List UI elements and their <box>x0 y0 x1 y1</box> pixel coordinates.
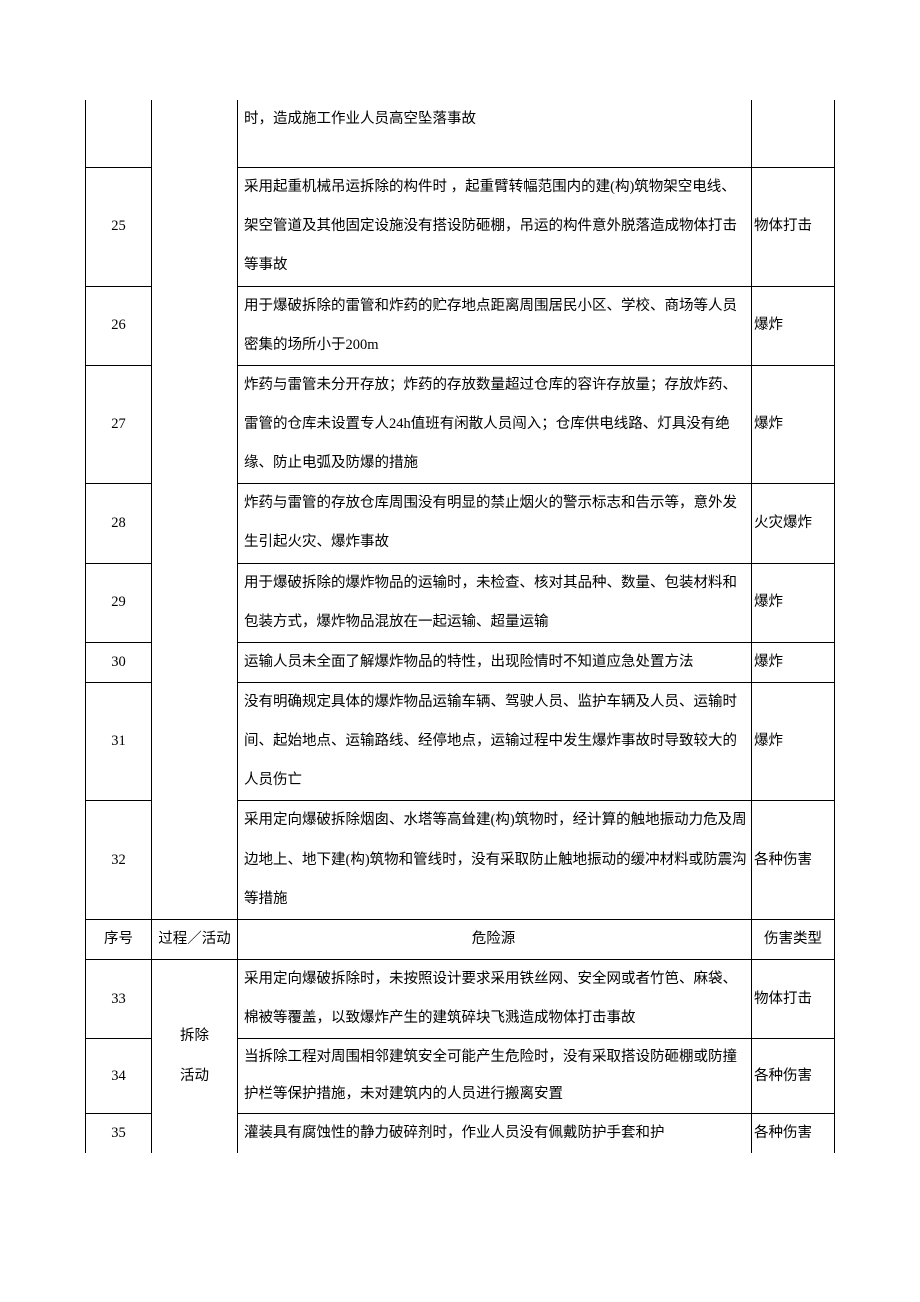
header-hazard: 危险源 <box>238 919 752 959</box>
cell-hazard: 时，造成施工作业人员高空坠落事故 <box>238 100 752 168</box>
cell-num: 25 <box>86 168 152 286</box>
cell-hazard: 用于爆破拆除的雷管和炸药的贮存地点距离周围居民小区、学校、商场等人员密集的场所小… <box>238 286 752 365</box>
cell-activity-merged <box>152 100 238 919</box>
cell-hazard: 灌装具有腐蚀性的静力破碎剂时，作业人员没有佩戴防护手套和护 <box>238 1114 752 1154</box>
cell-num: 32 <box>86 801 152 919</box>
cell-hazard: 当拆除工程对周围相邻建筑安全可能产生危险时，没有采取搭设防砸棚或防撞护栏等保护措… <box>238 1039 752 1114</box>
cell-hazard: 炸药与雷管未分开存放；炸药的存放数量超过仓库的容许存放量；存放炸药、雷管的仓库未… <box>238 365 752 483</box>
cell-num <box>86 100 152 168</box>
cell-num: 28 <box>86 484 152 563</box>
cell-hazard: 采用定向爆破拆除烟囱、水塔等高耸建(构)筑物时，经计算的触地振动力危及周边地上、… <box>238 801 752 919</box>
table-row: 33 拆除 活动 采用定向爆破拆除时，未按照设计要求采用铁丝网、安全网或者竹笆、… <box>86 959 835 1038</box>
table-header-row: 序号 过程／活动 危险源 伤害类型 <box>86 919 835 959</box>
cell-type: 爆炸 <box>752 642 835 682</box>
cell-type: 物体打击 <box>752 168 835 286</box>
cell-type: 各种伤害 <box>752 801 835 919</box>
cell-activity: 拆除 活动 <box>152 959 238 1153</box>
cell-num: 30 <box>86 642 152 682</box>
hazard-table: 时，造成施工作业人员高空坠落事故 25 采用起重机械吊运拆除的构件时 ，起重臂转… <box>85 100 835 1153</box>
cell-type: 爆炸 <box>752 286 835 365</box>
cell-num: 33 <box>86 959 152 1038</box>
cell-hazard: 用于爆破拆除的爆炸物品的运输时，未检查、核对其品种、数量、包装材料和包装方式，爆… <box>238 563 752 642</box>
header-type: 伤害类型 <box>752 919 835 959</box>
cell-type: 爆炸 <box>752 365 835 483</box>
cell-hazard: 采用起重机械吊运拆除的构件时 ，起重臂转幅范围内的建(构)筑物架空电线、架空管道… <box>238 168 752 286</box>
cell-num: 26 <box>86 286 152 365</box>
cell-num: 31 <box>86 682 152 800</box>
cell-hazard: 没有明确规定具体的爆炸物品运输车辆、驾驶人员、监护车辆及人员、运输时间、起始地点… <box>238 682 752 800</box>
cell-num: 29 <box>86 563 152 642</box>
cell-hazard: 炸药与雷管的存放仓库周围没有明显的禁止烟火的警示标志和告示等，意外发生引起火灾、… <box>238 484 752 563</box>
cell-type: 爆炸 <box>752 682 835 800</box>
cell-type: 物体打击 <box>752 959 835 1038</box>
header-num: 序号 <box>86 919 152 959</box>
header-activity: 过程／活动 <box>152 919 238 959</box>
cell-num: 35 <box>86 1114 152 1154</box>
cell-hazard: 采用定向爆破拆除时，未按照设计要求采用铁丝网、安全网或者竹笆、麻袋、棉被等覆盖，… <box>238 959 752 1038</box>
cell-hazard: 运输人员未全面了解爆炸物品的特性，出现险情时不知道应急处置方法 <box>238 642 752 682</box>
page-container: 时，造成施工作业人员高空坠落事故 25 采用起重机械吊运拆除的构件时 ，起重臂转… <box>0 0 920 1213</box>
cell-num: 34 <box>86 1039 152 1114</box>
cell-type <box>752 100 835 168</box>
cell-type: 火灾爆炸 <box>752 484 835 563</box>
cell-type: 各种伤害 <box>752 1039 835 1114</box>
cell-type: 爆炸 <box>752 563 835 642</box>
table-row: 时，造成施工作业人员高空坠落事故 <box>86 100 835 168</box>
cell-type: 各种伤害 <box>752 1114 835 1154</box>
cell-num: 27 <box>86 365 152 483</box>
